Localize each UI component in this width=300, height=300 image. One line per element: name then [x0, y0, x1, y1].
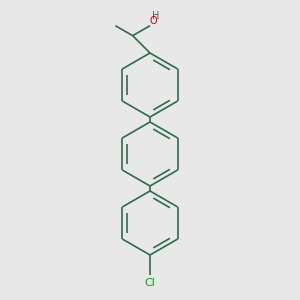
Text: H: H: [152, 11, 159, 21]
Text: O: O: [149, 16, 157, 26]
Text: Cl: Cl: [145, 278, 155, 288]
